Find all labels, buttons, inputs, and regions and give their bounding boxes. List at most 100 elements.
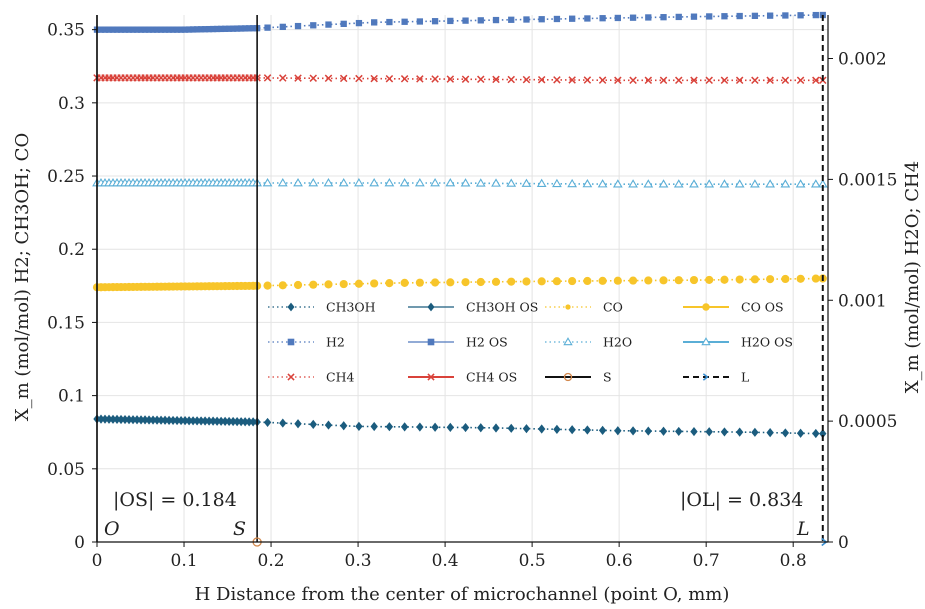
legend-swatch-marker xyxy=(563,372,573,382)
data-point xyxy=(370,279,379,288)
data-point xyxy=(584,15,591,22)
series-line xyxy=(97,182,823,185)
data-point xyxy=(734,179,745,188)
data-point xyxy=(690,426,698,437)
data-point xyxy=(177,415,185,426)
data-point xyxy=(569,15,576,22)
data-point xyxy=(553,76,561,84)
series-line xyxy=(96,418,823,435)
y-left-tick-label: 0.05 xyxy=(47,460,85,480)
data-point xyxy=(614,14,621,22)
data-point xyxy=(323,178,334,187)
data-point xyxy=(414,178,425,187)
data-point xyxy=(133,415,141,425)
data-point xyxy=(278,281,287,290)
data-point xyxy=(629,426,637,436)
data-point xyxy=(507,277,516,286)
data-point xyxy=(263,74,272,82)
data-point xyxy=(193,26,201,33)
data-point xyxy=(340,421,348,431)
data-point xyxy=(325,21,332,28)
data-point xyxy=(277,178,288,187)
data-point xyxy=(780,179,791,188)
data-point xyxy=(137,26,145,33)
legend-item: CH4 xyxy=(268,370,354,385)
data-point xyxy=(766,428,774,438)
data-point xyxy=(324,280,333,289)
data-point xyxy=(263,281,272,290)
series-line xyxy=(97,77,823,82)
data-point xyxy=(369,178,380,187)
data-point xyxy=(766,76,774,85)
data-point xyxy=(720,427,729,437)
x-tick-label: 0.7 xyxy=(693,551,720,571)
x-tick-label: 0.5 xyxy=(519,551,546,571)
data-point xyxy=(795,179,806,188)
data-point xyxy=(660,14,667,21)
data-point xyxy=(109,414,117,424)
data-point xyxy=(706,13,713,20)
data-point xyxy=(221,25,229,32)
data-point xyxy=(105,414,113,424)
legend-item: H2O xyxy=(545,335,632,350)
legend-label: CH3OH xyxy=(326,300,376,315)
data-point xyxy=(125,415,133,425)
y-left-tick-label: 0.3 xyxy=(58,94,85,114)
data-point xyxy=(751,427,759,437)
data-point xyxy=(197,26,205,33)
annotation-point-o: O xyxy=(104,518,120,540)
data-point xyxy=(781,428,790,438)
data-point xyxy=(400,422,409,432)
data-point xyxy=(552,277,562,286)
data-point xyxy=(796,76,805,85)
x-tick-label: 0.8 xyxy=(780,551,807,571)
data-point xyxy=(205,25,213,33)
data-point xyxy=(491,277,501,286)
data-point xyxy=(766,275,775,284)
data-point xyxy=(598,76,607,84)
data-point xyxy=(735,275,744,284)
y-left-tick-label: 0.2 xyxy=(58,240,85,260)
data-point xyxy=(643,179,654,188)
legend-label: CH4 OS xyxy=(466,370,517,385)
data-point xyxy=(121,414,129,425)
data-point xyxy=(508,16,515,23)
series-co xyxy=(92,274,827,292)
data-point xyxy=(673,179,684,188)
data-point xyxy=(477,17,484,24)
data-point xyxy=(447,17,454,25)
data-point xyxy=(263,417,272,428)
data-point xyxy=(355,19,363,27)
data-point xyxy=(674,276,683,285)
data-point xyxy=(145,26,153,33)
data-point xyxy=(157,26,165,33)
x-tick-label: 0.4 xyxy=(432,551,459,571)
legend-item: H2 xyxy=(268,335,345,350)
data-point xyxy=(721,13,728,20)
data-point xyxy=(109,26,117,33)
x-axis-title: H Distance from the center of microchann… xyxy=(195,584,730,605)
data-point xyxy=(309,280,318,289)
series-h2o xyxy=(92,178,828,188)
data-point xyxy=(460,178,471,187)
data-point xyxy=(629,14,637,21)
data-point xyxy=(720,275,729,284)
data-point xyxy=(720,76,729,85)
data-point xyxy=(492,423,500,433)
data-point xyxy=(430,178,440,187)
data-point xyxy=(113,414,121,424)
data-point xyxy=(462,17,469,24)
data-point xyxy=(185,26,193,33)
data-point xyxy=(819,429,827,439)
data-point xyxy=(477,75,485,84)
data-point xyxy=(736,12,743,20)
data-point xyxy=(310,22,317,29)
legend-item: S xyxy=(545,370,612,385)
legend-item: CH3OH OS xyxy=(408,300,538,315)
data-point xyxy=(461,422,470,433)
data-point xyxy=(385,279,394,288)
data-point xyxy=(153,26,161,33)
legend-item: H2 OS xyxy=(408,335,508,350)
data-point xyxy=(133,26,141,33)
y-left-tick-label: 0 xyxy=(74,533,85,553)
